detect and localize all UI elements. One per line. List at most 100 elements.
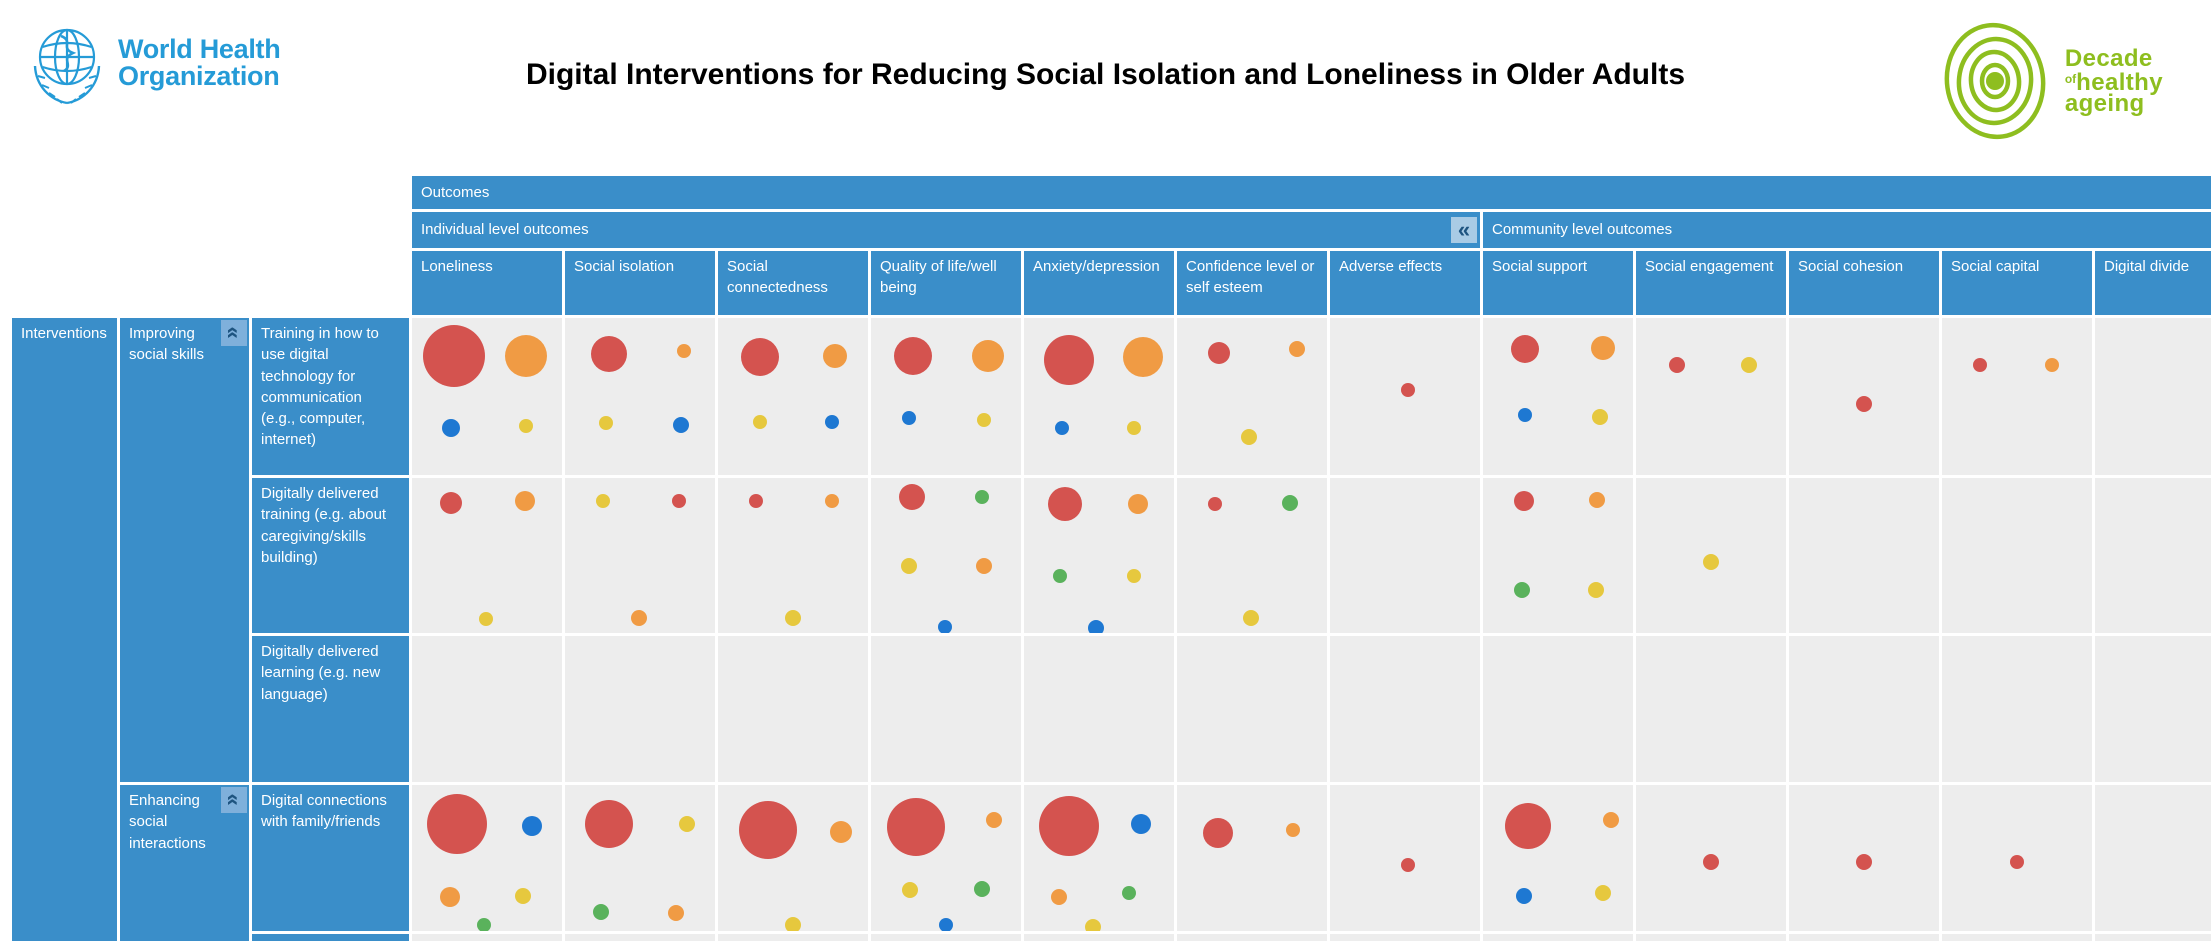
bubble-red[interactable]: [1401, 383, 1415, 398]
bubble-yellow[interactable]: [753, 414, 767, 429]
bubble-red[interactable]: [1505, 802, 1551, 849]
matrix-cell-loneliness: [412, 636, 562, 782]
bubble-orange[interactable]: [439, 887, 460, 908]
bubble-red[interactable]: [887, 798, 945, 857]
bubble-yellow[interactable]: [1126, 568, 1141, 583]
bubble-green[interactable]: [974, 880, 990, 897]
bubble-orange[interactable]: [1122, 337, 1163, 378]
bubble-yellow[interactable]: [515, 887, 531, 904]
bubble-red[interactable]: [894, 336, 932, 375]
bubble-red[interactable]: [1856, 396, 1872, 413]
bubble-yellow[interactable]: [785, 609, 801, 626]
bubble-red[interactable]: [1047, 487, 1082, 522]
bubble-red[interactable]: [1202, 818, 1233, 849]
bubble-orange[interactable]: [830, 820, 852, 843]
bubble-yellow[interactable]: [976, 413, 991, 428]
bubble-yellow[interactable]: [478, 612, 493, 627]
bubble-yellow[interactable]: [785, 917, 801, 931]
bubble-orange[interactable]: [676, 343, 691, 358]
bubble-red[interactable]: [584, 800, 633, 849]
bubble-orange[interactable]: [1050, 889, 1067, 906]
who-emblem-icon: [33, 28, 101, 105]
bubble-orange[interactable]: [823, 343, 847, 368]
bubble-red[interactable]: [1208, 341, 1230, 364]
bubble-orange[interactable]: [975, 558, 992, 575]
bubble-blue[interactable]: [672, 416, 689, 433]
bubble-red[interactable]: [738, 801, 797, 860]
bubble-yellow[interactable]: [900, 558, 917, 575]
bubble-orange[interactable]: [1285, 823, 1300, 838]
bubble-red[interactable]: [1668, 357, 1685, 374]
bubble-yellow[interactable]: [678, 816, 695, 833]
bubble-orange[interactable]: [1289, 341, 1305, 358]
bubble-orange[interactable]: [630, 609, 647, 626]
bubble-blue[interactable]: [939, 918, 953, 931]
bubble-orange[interactable]: [514, 491, 535, 512]
bubble-blue[interactable]: [1131, 814, 1151, 835]
bubble-red[interactable]: [1972, 358, 1987, 373]
bubble-blue[interactable]: [1054, 420, 1069, 435]
bubble-green[interactable]: [1053, 568, 1067, 583]
bubble-yellow[interactable]: [1242, 609, 1259, 626]
bubble-blue[interactable]: [1515, 887, 1532, 904]
bubble-yellow[interactable]: [1595, 885, 1611, 902]
bubble-blue[interactable]: [1088, 620, 1104, 633]
bubble-red[interactable]: [741, 338, 779, 377]
bubble-orange[interactable]: [972, 339, 1004, 372]
bubble-red[interactable]: [1513, 491, 1534, 512]
bubble-red[interactable]: [2010, 855, 2024, 870]
bubble-red[interactable]: [672, 494, 686, 509]
bubble-red[interactable]: [1703, 854, 1719, 871]
bubble-orange[interactable]: [825, 494, 839, 509]
bubble-yellow[interactable]: [902, 882, 918, 899]
bubble-orange[interactable]: [1602, 812, 1619, 829]
bubble-orange[interactable]: [986, 812, 1002, 829]
bubble-yellow[interactable]: [1241, 429, 1257, 446]
bubble-red[interactable]: [1207, 497, 1222, 512]
bubble-orange[interactable]: [1591, 335, 1615, 360]
bubble-blue[interactable]: [825, 414, 839, 429]
bubble-yellow[interactable]: [1126, 420, 1141, 435]
bubble-red[interactable]: [1511, 335, 1539, 364]
bubble-orange[interactable]: [1589, 491, 1605, 508]
bubble-blue[interactable]: [1518, 408, 1532, 423]
bubble-orange[interactable]: [505, 334, 547, 377]
bubble-green[interactable]: [1122, 886, 1136, 901]
bubble-orange[interactable]: [668, 905, 684, 922]
bubble-blue[interactable]: [937, 619, 952, 633]
bubble-green[interactable]: [593, 904, 609, 921]
bubble-red[interactable]: [1401, 858, 1415, 873]
bubble-yellow[interactable]: [1587, 581, 1604, 598]
decade-logo-line1: Decade: [2064, 45, 2153, 72]
bubble-green[interactable]: [1281, 494, 1298, 511]
bubble-orange[interactable]: [2044, 358, 2059, 373]
bubble-yellow[interactable]: [598, 416, 613, 431]
bubble-green[interactable]: [1514, 581, 1530, 598]
bubble-yellow[interactable]: [1592, 408, 1608, 425]
bubble-red[interactable]: [1039, 795, 1099, 856]
bubble-blue[interactable]: [901, 411, 916, 426]
bubble-yellow[interactable]: [519, 419, 533, 434]
bubble-yellow[interactable]: [1740, 357, 1757, 374]
bubble-green[interactable]: [975, 489, 989, 504]
bubble-green[interactable]: [477, 918, 491, 931]
bubble-blue[interactable]: [442, 418, 460, 437]
collapse-rows-button[interactable]: «: [221, 787, 247, 813]
bubble-red[interactable]: [1856, 854, 1872, 871]
bubble-red[interactable]: [748, 494, 763, 509]
bubble-yellow[interactable]: [1703, 553, 1719, 570]
bubble-red[interactable]: [590, 336, 627, 373]
bubble-red[interactable]: [427, 794, 487, 855]
collapse-rows-button[interactable]: «: [221, 320, 247, 346]
bubble-red[interactable]: [1044, 335, 1094, 386]
page-header: World Health Organization Digital Interv…: [0, 0, 2211, 176]
bubble-orange[interactable]: [1128, 494, 1148, 515]
collapse-columns-button[interactable]: «: [1451, 217, 1477, 243]
bubble-blue[interactable]: [522, 815, 542, 836]
bubble-yellow[interactable]: [595, 494, 610, 509]
bubble-yellow[interactable]: [1085, 918, 1101, 931]
bubble-red[interactable]: [898, 483, 925, 510]
bubble-red[interactable]: [440, 491, 462, 514]
bubble-red[interactable]: [423, 324, 485, 387]
